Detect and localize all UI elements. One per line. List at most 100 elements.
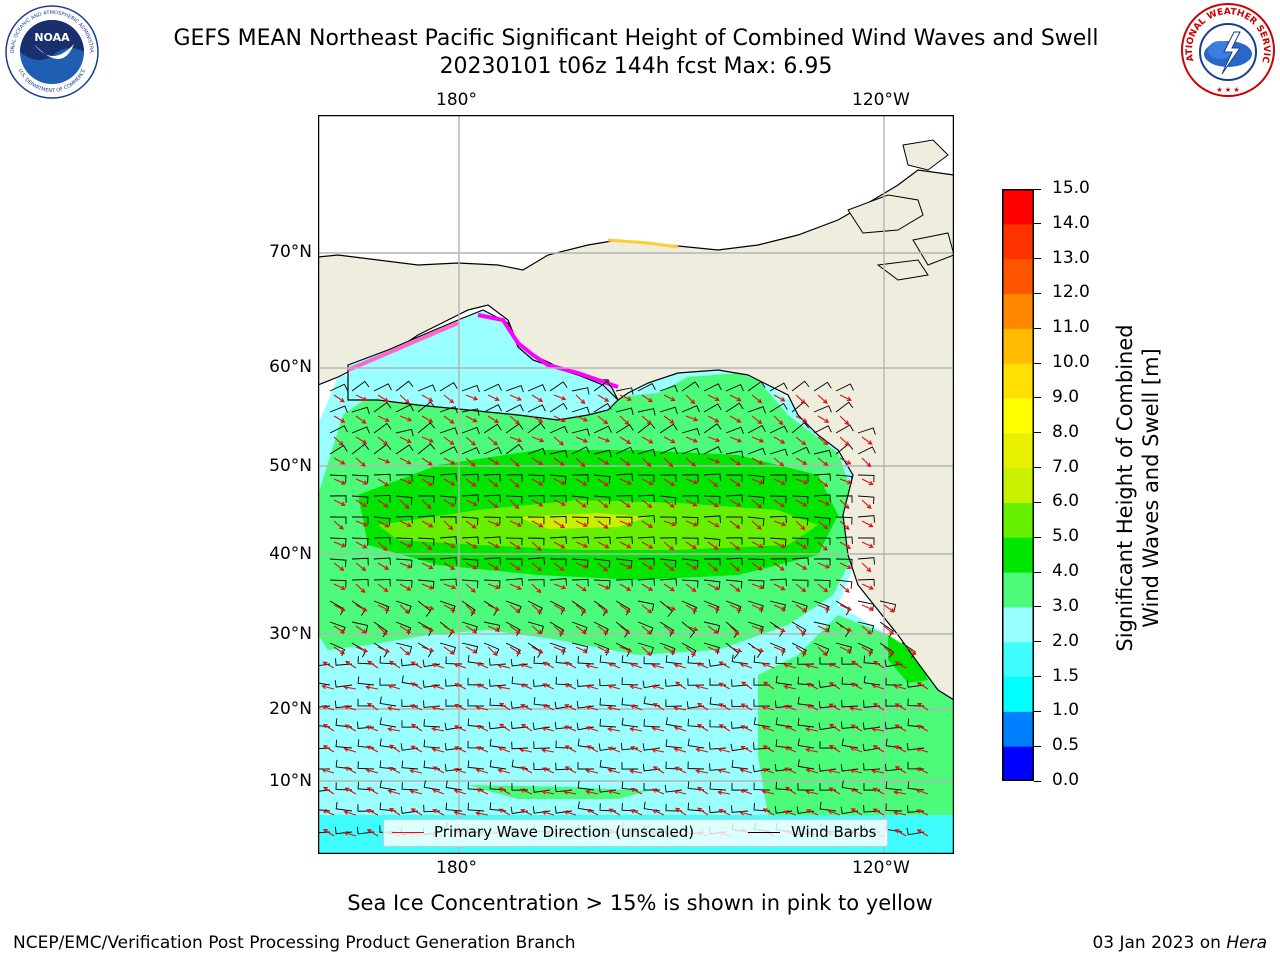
wind-barb — [813, 494, 831, 502]
wave-arrow — [431, 788, 445, 795]
wave-arrow — [762, 808, 775, 816]
wind-barb — [884, 659, 903, 668]
wind-barb — [769, 448, 788, 457]
wind-barb — [615, 536, 633, 544]
wind-barb — [527, 384, 546, 392]
wave-arrow — [366, 745, 379, 753]
wind-barb — [527, 404, 546, 413]
wind-barb — [659, 495, 677, 505]
wind-barb — [505, 384, 524, 393]
wind-barb — [615, 387, 634, 395]
wind-barb — [461, 408, 480, 416]
wind-barb — [510, 721, 529, 729]
wave-arrow — [355, 604, 368, 612]
wave-arrow — [741, 681, 753, 690]
wind-barb — [571, 387, 590, 395]
wind-barb — [857, 427, 876, 435]
wave-arrow — [575, 562, 589, 569]
colorbar-tick-label: 10.0 — [1052, 352, 1090, 373]
wind-barb — [747, 381, 766, 392]
wind-barb — [879, 600, 897, 612]
wind-barb — [637, 448, 656, 457]
wave-arrow — [531, 541, 542, 552]
colorbar-tick-mark — [1034, 641, 1041, 643]
wind-barb — [621, 762, 639, 770]
wave-arrow — [465, 604, 476, 615]
wind-barb — [665, 803, 683, 812]
wave-arrow — [685, 415, 699, 422]
wave-arrow — [894, 661, 907, 669]
wave-arrow — [520, 723, 533, 732]
wave-arrow — [355, 478, 368, 485]
wind-barb — [439, 557, 457, 565]
wave-arrow — [465, 499, 478, 506]
colorbar-bin — [1002, 711, 1034, 747]
wave-arrow — [861, 499, 872, 509]
wave-arrow — [641, 646, 652, 657]
wind-barb — [637, 474, 655, 483]
wave-arrow — [695, 747, 709, 753]
wind-barb — [351, 621, 369, 633]
wind-barb — [439, 427, 458, 435]
wave-arrow — [564, 704, 577, 711]
wind-barb — [329, 474, 347, 483]
wind-barb — [681, 381, 700, 392]
wind-barb — [769, 515, 787, 524]
wind-barb — [879, 642, 894, 659]
wave-arrow — [761, 789, 775, 795]
wind-barb — [769, 642, 786, 656]
wind-barb — [505, 558, 523, 567]
wave-arrow — [773, 499, 786, 508]
wave-arrow — [828, 744, 841, 753]
wind-barb — [571, 406, 590, 414]
wave-arrow — [619, 499, 631, 508]
wind-barb — [753, 678, 771, 686]
wind-barb — [615, 446, 634, 455]
wave-arrow — [509, 436, 523, 443]
wave-arrow — [497, 663, 511, 669]
lat-label-10n: 10°N — [269, 771, 312, 791]
wind-barb — [439, 382, 458, 392]
wind-barb — [769, 537, 787, 547]
wind-barb — [835, 558, 853, 567]
wave-arrow — [861, 646, 874, 654]
wave-arrow — [389, 744, 401, 753]
wave-arrow — [740, 703, 753, 711]
wind-barb — [423, 719, 441, 728]
wave-arrow — [421, 436, 435, 443]
wave-arrow — [805, 663, 819, 669]
wave-arrow — [783, 746, 797, 753]
wave-arrow — [783, 684, 797, 690]
wave-arrow — [696, 702, 709, 711]
wave-arrow — [531, 499, 544, 507]
wave-arrow — [343, 685, 357, 690]
wind-barb — [862, 743, 881, 752]
wave-arrow — [685, 562, 698, 570]
wave-arrow — [729, 625, 740, 636]
wave-arrow — [673, 789, 687, 795]
wind-barb — [461, 426, 480, 435]
wave-arrow — [410, 682, 423, 690]
wind-barb — [593, 425, 612, 434]
wave-arrow — [575, 394, 586, 405]
wind-barb — [879, 621, 894, 638]
wave-arrow — [553, 520, 566, 529]
wind-barb — [621, 717, 639, 728]
wave-arrow — [729, 541, 741, 551]
wave-arrow — [651, 684, 665, 690]
wave-arrow — [465, 436, 476, 446]
wave-arrow — [355, 646, 369, 653]
colorbar-tick-label: 0.0 — [1052, 770, 1080, 790]
wave-arrow — [399, 394, 410, 404]
wind-barb — [747, 495, 765, 505]
wave-arrow — [619, 415, 630, 426]
wave-arrow — [894, 724, 907, 732]
wave-arrow — [454, 703, 467, 711]
wave-arrow — [707, 583, 720, 591]
wave-arrow — [883, 625, 895, 635]
wind-barb — [417, 384, 436, 392]
wave-arrow — [916, 809, 929, 816]
noaa-logo-text: NOAA — [34, 31, 70, 44]
wind-barb — [747, 424, 766, 434]
wind-barb — [395, 404, 414, 413]
